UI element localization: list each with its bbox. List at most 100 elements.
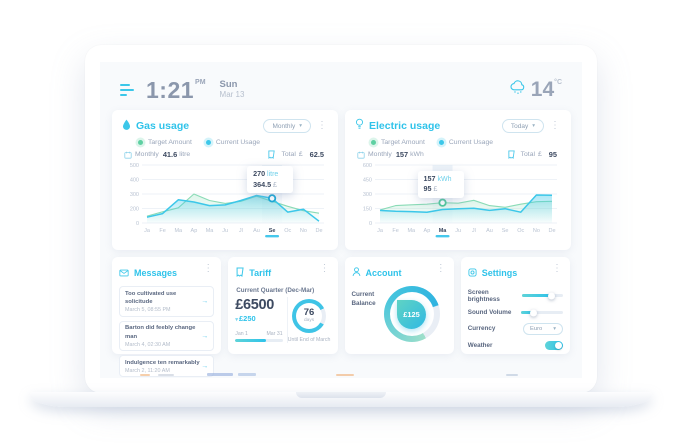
gear-icon	[468, 264, 477, 282]
message-text: Too cultivated use solicitude	[125, 290, 177, 306]
line-1	[146, 194, 320, 222]
message-date: March 5, 08:55 PM	[125, 307, 171, 314]
x-label: Au	[486, 228, 493, 234]
temperature-unit: °C	[554, 79, 562, 86]
message-item[interactable]: Indulgence ten remarkably March 2, 11:20…	[119, 355, 215, 378]
electric-legend: Target Amount Current Usage	[371, 139, 561, 146]
person-icon	[352, 264, 361, 282]
electric-summary-value: 157	[395, 150, 409, 159]
gas-period-value: Monthly	[272, 122, 296, 130]
laptop-base-notch	[296, 392, 386, 398]
balance-gauge: £125	[383, 286, 440, 342]
x-label: Oc	[284, 228, 291, 234]
lightbulb-icon	[355, 117, 364, 135]
day-label: Sun	[219, 79, 238, 91]
sound-volume-label: Sound Volume	[467, 309, 512, 316]
currency-value: Euro	[530, 325, 543, 332]
tariff-progress-bar	[235, 339, 283, 342]
x-label: De	[315, 228, 322, 234]
x-label: Ja	[377, 228, 384, 234]
message-item[interactable]: Too cultivated use solicitude March 5, 0…	[119, 286, 215, 317]
days-value: 76	[303, 307, 315, 319]
svg-text:150: 150	[363, 207, 372, 213]
tariff-title: Tariff	[249, 268, 272, 278]
gas-summary-period: Monthly	[135, 151, 159, 158]
x-label: De	[548, 228, 555, 234]
electric-total-currency: £	[537, 151, 542, 158]
settings-card: Settings ⋮ Screen brightness Sound Volum…	[460, 257, 570, 354]
electric-period-value: Today	[510, 122, 529, 130]
electric-usage-title: Electric usage	[369, 120, 441, 132]
screen-brightness-slider[interactable]	[521, 292, 563, 299]
gas-total-label: Total	[281, 151, 296, 158]
arrow-right-icon[interactable]: →	[201, 297, 209, 305]
svg-text:500: 500	[130, 163, 139, 169]
account-menu-button[interactable]: ⋮	[435, 263, 446, 274]
menu-icon[interactable]	[120, 83, 134, 97]
settings-menu-button[interactable]: ⋮	[552, 263, 562, 274]
dashboard-header: 1:21PM Sun Mar 13	[100, 62, 582, 108]
gas-chart: 500 400 300 200 0 Ja Fe Ma Ap Ma Ju Jl Au Se Oc No De 27…	[122, 161, 328, 244]
electric-summary-period: Monthly	[368, 151, 392, 158]
message-text: Indulgence ten remarkably	[125, 359, 200, 366]
electric-period-dropdown[interactable]: Today ▾	[501, 119, 544, 133]
marker-point	[438, 198, 447, 207]
x-label: Ja	[144, 228, 151, 234]
account-title: Account	[365, 268, 402, 278]
arrow-right-icon[interactable]: →	[201, 332, 209, 340]
balance-value: £125	[403, 309, 420, 319]
electric-chart: 600 450 300 150 0 Ja Fe Ma Ap Ma Ju Jl Au Se Oc No De 15…	[355, 161, 561, 244]
dashboard-display: 1:21PM Sun Mar 13	[100, 62, 582, 378]
svg-text:400: 400	[130, 178, 139, 184]
gas-period-dropdown[interactable]: Monthly ▾	[263, 119, 311, 133]
legend-target-amount: Target Amount	[371, 139, 425, 146]
x-label: Ma	[407, 228, 416, 234]
message-item[interactable]: Barton did feebly change man March 4, 02…	[119, 320, 215, 352]
x-label: Fe	[159, 228, 165, 234]
x-label: Se	[269, 228, 276, 234]
tariff-range-end: Mar 31	[266, 331, 283, 337]
line-0	[379, 199, 553, 211]
gas-summary-value: 41.6	[162, 150, 178, 159]
x-label: Au	[253, 228, 260, 234]
electric-menu-button[interactable]: ⋮	[550, 120, 560, 131]
calendar-icon	[357, 151, 365, 159]
x-label: Oc	[517, 228, 524, 234]
arrow-right-icon[interactable]: →	[201, 362, 209, 370]
electric-total-label: Total	[520, 151, 535, 158]
weather-toggle[interactable]	[545, 341, 563, 350]
gas-usage-title: Gas usage	[136, 120, 190, 132]
green-dot-icon	[138, 140, 143, 145]
legend-target-amount: Target Amount	[138, 139, 192, 146]
temperature-value: 14	[530, 78, 555, 101]
laptop-screen: 1:21PM Sun Mar 13	[85, 45, 597, 393]
currency-dropdown[interactable]: Euro ▾	[523, 322, 563, 335]
x-label: Ju	[455, 228, 461, 234]
tariff-menu-button[interactable]: ⋮	[319, 263, 330, 274]
tariff-amount: £6500	[235, 297, 275, 313]
weather-label: Weather	[467, 342, 493, 349]
x-label: Fe	[392, 228, 398, 234]
x-label: No	[533, 228, 540, 234]
days-remaining-ring: 76 days	[292, 299, 327, 333]
electric-usage-card: Electric usage Today ▾ ⋮ Target Amount	[345, 110, 571, 250]
gas-menu-button[interactable]: ⋮	[317, 120, 327, 131]
tariff-range-start: Jan 1	[235, 331, 248, 337]
gas-total-currency: £	[298, 151, 303, 158]
time-value: 1:21	[146, 76, 195, 103]
electric-total-value: 95	[548, 150, 557, 159]
chevron-down-icon: ▾	[532, 123, 535, 129]
x-label: Jl	[239, 228, 243, 234]
screen-brightness-label: Screen brightness	[467, 288, 500, 303]
receipt-icon	[507, 150, 515, 159]
rain-cloud-icon	[509, 80, 526, 100]
x-label: Ma	[439, 228, 448, 234]
legend-current-usage: Current Usage	[438, 139, 493, 146]
account-card: Account ⋮ Current Balance £125	[344, 257, 454, 354]
x-label: Ap	[424, 228, 431, 234]
sound-volume-slider[interactable]	[521, 309, 563, 316]
messages-card: Messages ⋮ Too cultivated use solicitude…	[112, 257, 222, 378]
x-label: Ap	[191, 228, 198, 234]
messages-menu-button[interactable]: ⋮	[203, 263, 214, 274]
